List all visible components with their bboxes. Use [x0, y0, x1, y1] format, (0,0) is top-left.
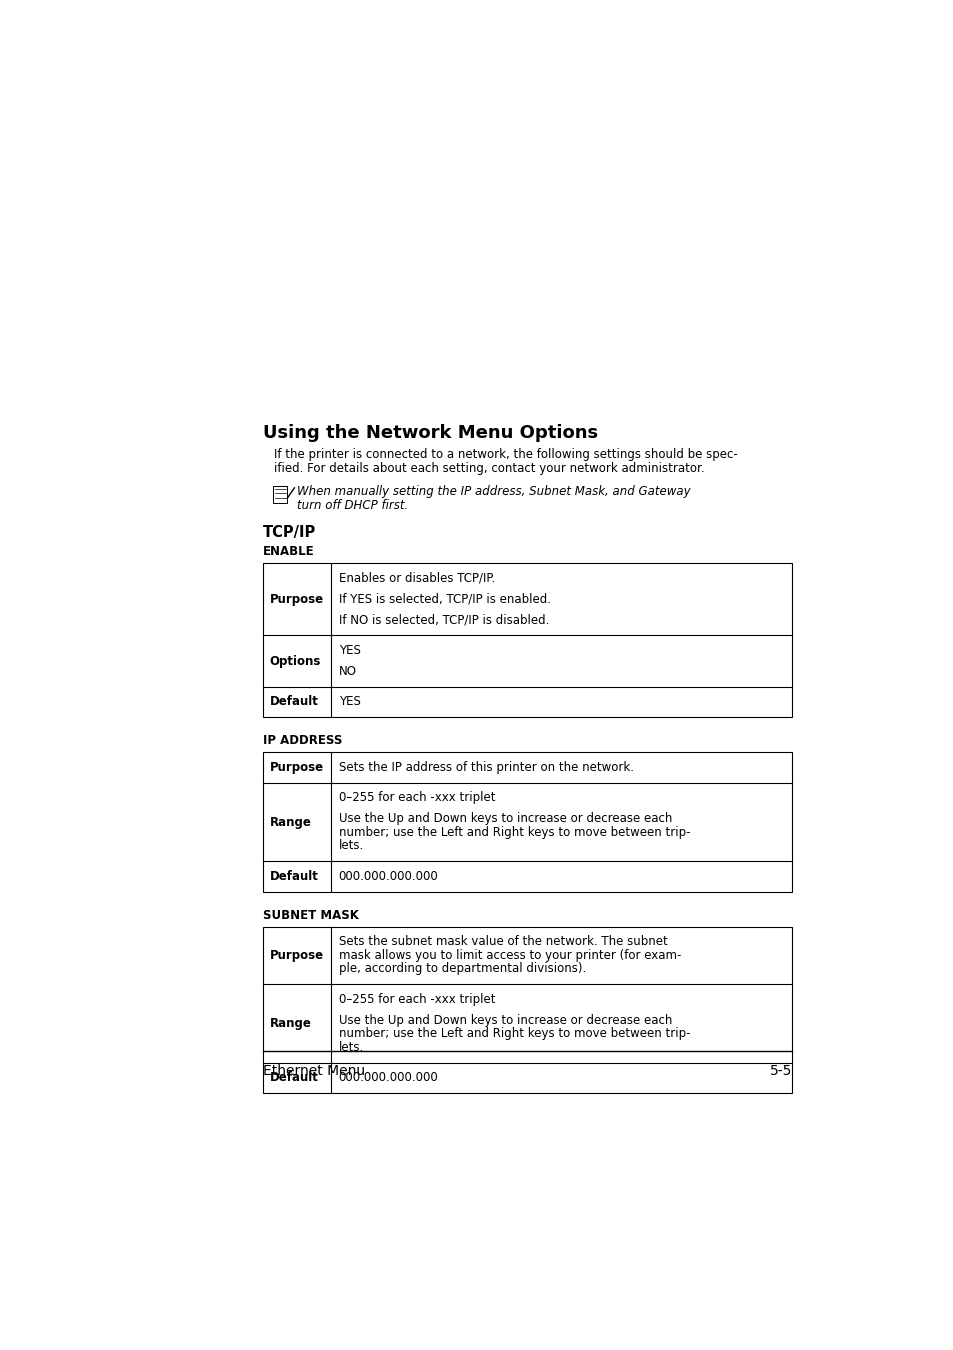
Text: Range: Range: [270, 1017, 311, 1030]
Text: When manually setting the IP address, Subnet Mask, and Gateway: When manually setting the IP address, Su…: [296, 486, 690, 498]
Text: Purpose: Purpose: [270, 761, 323, 774]
Bar: [274, 486, 287, 504]
Text: Purpose: Purpose: [270, 949, 323, 963]
Text: SUBNET MASK: SUBNET MASK: [262, 909, 358, 922]
Text: 0–255 for each ­xxx triplet: 0–255 for each ­xxx triplet: [338, 791, 495, 805]
Bar: [262, 927, 791, 1094]
Text: IP ADDRESS: IP ADDRESS: [262, 734, 341, 747]
Text: Sets the IP address of this printer on the network.: Sets the IP address of this printer on t…: [338, 761, 633, 774]
Text: Default: Default: [270, 869, 318, 883]
Text: If NO is selected, TCP/IP is disabled.: If NO is selected, TCP/IP is disabled.: [338, 613, 548, 626]
Text: mask allows you to limit access to your printer (for exam-: mask allows you to limit access to your …: [338, 949, 680, 963]
Text: Use the Up and Down keys to increase or decrease each: Use the Up and Down keys to increase or …: [338, 1014, 671, 1027]
Text: Range: Range: [270, 815, 311, 829]
Text: 000.000.000.000: 000.000.000.000: [338, 869, 437, 883]
Text: If the printer is connected to a network, the following settings should be spec-: If the printer is connected to a network…: [274, 448, 738, 462]
Text: Default: Default: [270, 695, 318, 709]
Text: lets.: lets.: [338, 1041, 363, 1053]
Text: Purpose: Purpose: [270, 593, 323, 606]
Text: Sets the subnet mask value of the network. The subnet: Sets the subnet mask value of the networ…: [338, 936, 667, 949]
Bar: [262, 752, 791, 891]
Text: ple, according to departmental divisions).: ple, according to departmental divisions…: [338, 963, 585, 976]
Text: If YES is selected, TCP/IP is enabled.: If YES is selected, TCP/IP is enabled.: [338, 593, 550, 606]
Text: ified. For details about each setting, contact your network administrator.: ified. For details about each setting, c…: [274, 462, 704, 475]
Text: Ethernet Menu: Ethernet Menu: [262, 1064, 364, 1079]
Text: 000.000.000.000: 000.000.000.000: [338, 1071, 437, 1084]
Text: YES: YES: [338, 695, 360, 709]
Text: TCP/IP: TCP/IP: [262, 525, 315, 540]
Text: Options: Options: [270, 655, 320, 667]
Text: number; use the Left and Right keys to move between trip-: number; use the Left and Right keys to m…: [338, 1027, 689, 1041]
Text: Default: Default: [270, 1072, 318, 1084]
Text: 0–255 for each ­xxx triplet: 0–255 for each ­xxx triplet: [338, 992, 495, 1006]
Text: Using the Network Menu Options: Using the Network Menu Options: [262, 424, 598, 441]
Text: Use the Up and Down keys to increase or decrease each: Use the Up and Down keys to increase or …: [338, 813, 671, 825]
Text: NO: NO: [338, 664, 356, 678]
Text: Enables or disables TCP/IP.: Enables or disables TCP/IP.: [338, 571, 495, 585]
Bar: [262, 563, 791, 717]
Text: 5-5: 5-5: [769, 1064, 791, 1079]
Text: lets.: lets.: [338, 840, 363, 852]
Text: turn off DHCP first.: turn off DHCP first.: [296, 500, 408, 512]
Text: number; use the Left and Right keys to move between trip-: number; use the Left and Right keys to m…: [338, 826, 689, 838]
Text: ENABLE: ENABLE: [262, 544, 314, 558]
Text: YES: YES: [338, 644, 360, 657]
